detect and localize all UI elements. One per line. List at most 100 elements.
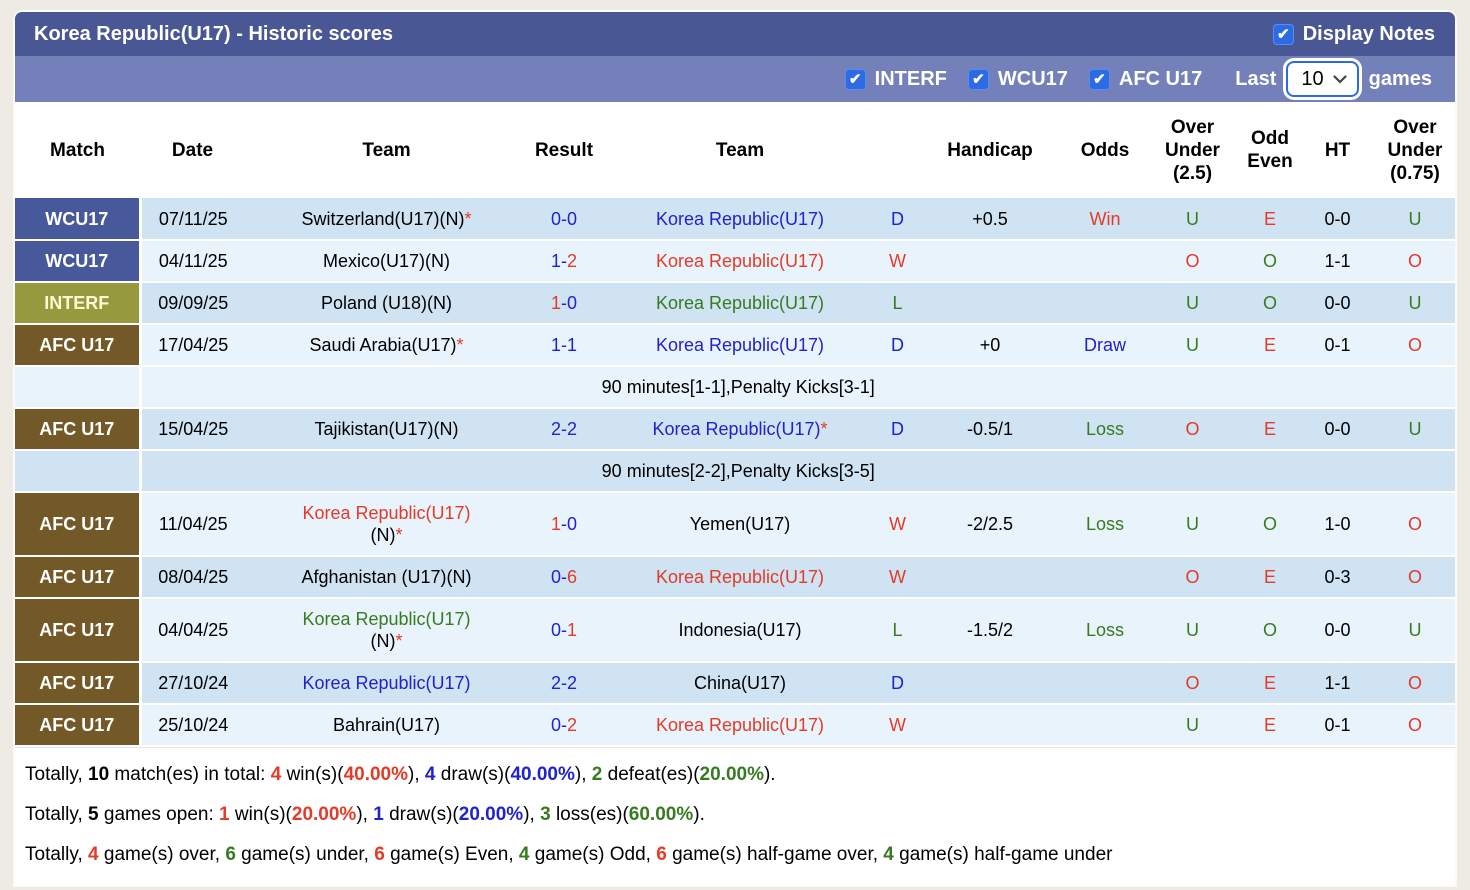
table-row: AFC U17 15/04/25 Tajikistan(U17)(N) 2-2 Kore… xyxy=(15,408,1455,451)
home-team-cell: Bahrain(U17) xyxy=(245,704,528,747)
result-cell: 1-0 xyxy=(528,492,600,557)
team-name: Tajikistan(U17)(N) xyxy=(314,419,459,439)
home-score: 1 xyxy=(550,293,561,313)
ht-cell: 1-1 xyxy=(1300,662,1375,705)
totals-line-3: Totally, 4 game(s) over, 6 game(s) under… xyxy=(25,835,1445,875)
odds-cell: Draw xyxy=(1065,324,1145,367)
odd-even-cell: O xyxy=(1240,282,1300,325)
totals-segment: game(s) under, xyxy=(235,844,375,865)
team-name: Saudi Arabia(U17) xyxy=(309,335,457,355)
team-name: Korea Republic(U17) xyxy=(655,293,825,313)
odd-even-cell: E xyxy=(1240,408,1300,451)
result-cell: 0-1 xyxy=(528,598,600,663)
over-under-075-cell: O xyxy=(1375,492,1455,557)
team-name: Korea Republic(U17) xyxy=(655,567,825,587)
over-under-25-cell: U xyxy=(1145,704,1240,747)
away-score: 0 xyxy=(567,514,578,534)
away-team-cell: Korea Republic(U17) xyxy=(600,198,880,241)
wdl-cell: W xyxy=(880,492,915,557)
over-under-25-cell-value: O xyxy=(1185,567,1200,587)
totals-segment: draw(s)( xyxy=(435,764,511,785)
header-odd-even: Odd Even xyxy=(1240,102,1300,198)
header-result: Result xyxy=(528,102,600,198)
league-cell-empty xyxy=(15,450,142,493)
totals-segment: draw(s)( xyxy=(383,804,459,825)
table-row: AFC U17 25/10/24 Bahrain(U17) 0-2 Korea Repu… xyxy=(15,704,1455,747)
team-name: Poland (U18)(N) xyxy=(320,293,453,313)
result-cell: 0-0 xyxy=(528,198,600,241)
table-header: Match Date Team Result Team Handicap Odd… xyxy=(15,102,1455,198)
league-filter-afc-u17[interactable]: ✔ AFC U17 xyxy=(1088,68,1202,91)
result-cell: 2-2 xyxy=(528,662,600,705)
odds-cell xyxy=(1065,240,1145,283)
score-separator: - xyxy=(561,620,567,640)
totals-segment: Totally, xyxy=(25,804,89,825)
over-under-075-cell-value: U xyxy=(1408,293,1422,313)
totals-segment: 40.00% xyxy=(343,764,409,785)
odd-even-cell: O xyxy=(1240,240,1300,283)
wdl-cell: L xyxy=(880,282,915,325)
over-under-25-cell: U xyxy=(1145,324,1240,367)
over-under-075-cell-value: O xyxy=(1407,715,1422,735)
totals-segment: 4 xyxy=(518,844,530,865)
match-date: 15/04/25 xyxy=(140,408,245,451)
ht-cell: 0-1 xyxy=(1300,324,1375,367)
over-under-075-cell: O xyxy=(1375,240,1455,283)
home-team-cell: Tajikistan(U17)(N) xyxy=(245,408,528,451)
totals-segment: 60.00% xyxy=(628,804,694,825)
last-label: Last xyxy=(1235,67,1277,90)
result-cell: 2-2 xyxy=(528,408,600,451)
odd-even-cell-value: O xyxy=(1262,293,1277,313)
odds-cell: Win xyxy=(1065,198,1145,241)
league-filter-interf[interactable]: ✔ INTERF xyxy=(844,68,947,91)
home-team-cell: Mexico(U17)(N) xyxy=(245,240,528,283)
handicap-cell: +0.5 xyxy=(915,198,1065,241)
totals-segment: 3 xyxy=(540,804,551,825)
table-body: WCU17 07/11/25 Switzerland(U17)(N)* 0-0 Kore… xyxy=(15,198,1455,747)
match-date: 07/11/25 xyxy=(140,198,245,241)
wdl-cell: D xyxy=(880,198,915,241)
totals-segment: game(s) over, xyxy=(98,844,226,865)
result-cell: 0-6 xyxy=(528,556,600,599)
odd-even-cell-value: O xyxy=(1262,251,1277,271)
ht-cell: 0-0 xyxy=(1300,198,1375,241)
totals-segment: 10 xyxy=(88,764,110,785)
totals-segment: 4 xyxy=(270,764,282,785)
over-under-075-cell: U xyxy=(1375,282,1455,325)
odd-even-cell-value: E xyxy=(1263,567,1276,587)
table-row: WCU17 07/11/25 Switzerland(U17)(N)* 0-0 Kore… xyxy=(15,198,1455,241)
handicap-cell xyxy=(915,662,1065,705)
header-handicap: Handicap xyxy=(915,102,1065,198)
home-score: 0 xyxy=(550,620,561,640)
wdl-cell-value: D xyxy=(891,335,904,355)
historic-scores-panel: Korea Republic(U17) - Historic scores ✔ … xyxy=(15,12,1455,885)
totals-segment: ). xyxy=(763,764,776,785)
league-filter-wcu17[interactable]: ✔ WCU17 xyxy=(967,68,1068,91)
wdl-cell: D xyxy=(880,662,915,705)
score-separator: - xyxy=(561,293,567,313)
team-name: Bahrain(U17) xyxy=(332,715,441,735)
page-title: Korea Republic(U17) - Historic scores xyxy=(34,22,393,45)
league-badge: WCU17 xyxy=(15,240,142,283)
league-filter-checkbox[interactable]: ✔ xyxy=(1088,68,1110,90)
home-score: 1 xyxy=(550,251,561,271)
note-asterisk: * xyxy=(456,335,464,355)
league-filter-checkbox[interactable]: ✔ xyxy=(967,68,989,90)
totals-segment: 1 xyxy=(373,804,384,825)
games-count-select[interactable]: 10 xyxy=(1286,61,1359,97)
over-under-25-cell: U xyxy=(1145,598,1240,663)
display-notes-toggle[interactable]: ✔ Display Notes xyxy=(1272,23,1435,46)
odds-cell-value: Loss xyxy=(1085,419,1125,439)
wdl-cell-value: D xyxy=(891,419,904,439)
display-notes-checkbox[interactable]: ✔ xyxy=(1272,23,1294,45)
totals-footer: Totally, 10 match(es) in total: 4 win(s)… xyxy=(15,747,1455,885)
away-team-cell: Yemen(U17) xyxy=(600,492,880,557)
totals-segment: 40.00% xyxy=(510,764,575,785)
league-filter-checkbox[interactable]: ✔ xyxy=(844,68,866,90)
totals-segment: game(s) half-game over, xyxy=(666,844,884,865)
away-score: 0 xyxy=(567,208,578,229)
totals-segment: game(s) half-game under xyxy=(893,844,1113,865)
totals-segment: 6 xyxy=(225,844,236,865)
ht-cell: 0-0 xyxy=(1300,598,1375,663)
odd-even-cell: O xyxy=(1240,492,1300,557)
